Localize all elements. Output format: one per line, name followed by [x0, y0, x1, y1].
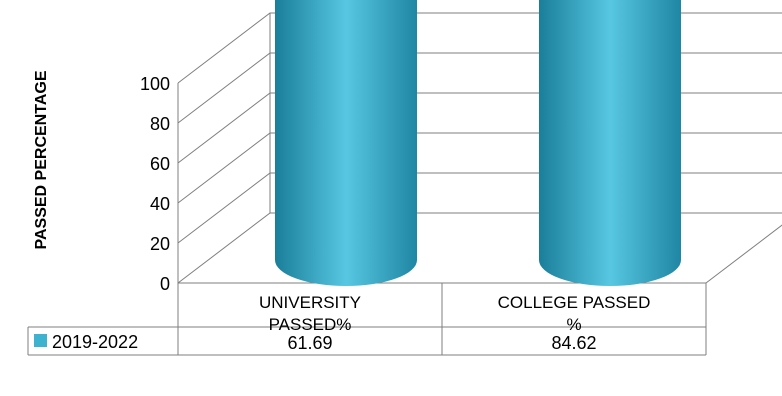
- y-tick-label: 60: [150, 154, 170, 174]
- category-label: %: [566, 315, 581, 334]
- y-axis-title: PASSED PERCENTAGE: [33, 70, 50, 249]
- gridlines: [177, 12, 782, 284]
- y-tick-label: 80: [150, 114, 170, 134]
- category-label: COLLEGE PASSED: [498, 293, 651, 312]
- bar-cylinder-body: [539, 0, 681, 286]
- y-tick-label: 100: [140, 74, 170, 94]
- floor-right-edge: [705, 224, 782, 284]
- gridline: [177, 172, 782, 244]
- data-table: UNIVERSITY PASSED%61.69 COLLEGE PASSED%84.…: [27, 283, 707, 356]
- y-axis-ticks: 0 20 40 60 80 100: [140, 74, 170, 294]
- gridline: [177, 132, 782, 204]
- bars: [275, 0, 681, 286]
- gridline: [177, 212, 782, 284]
- legend-series-label: 2019-2022: [52, 332, 138, 352]
- y-tick-label: 20: [150, 234, 170, 254]
- y-tick-label: 40: [150, 194, 170, 214]
- gridline: [177, 92, 782, 164]
- y-tick-label: 0: [160, 274, 170, 294]
- category-label: UNIVERSITY: [259, 293, 361, 312]
- gridline: [177, 12, 782, 84]
- bar-cylinder-body: [275, 0, 417, 286]
- category-label: PASSED%: [269, 315, 352, 334]
- legend-swatch: [34, 334, 47, 347]
- data-value-label: 84.62: [551, 333, 596, 353]
- gridline: [177, 52, 782, 124]
- data-value-label: 61.69: [287, 333, 332, 353]
